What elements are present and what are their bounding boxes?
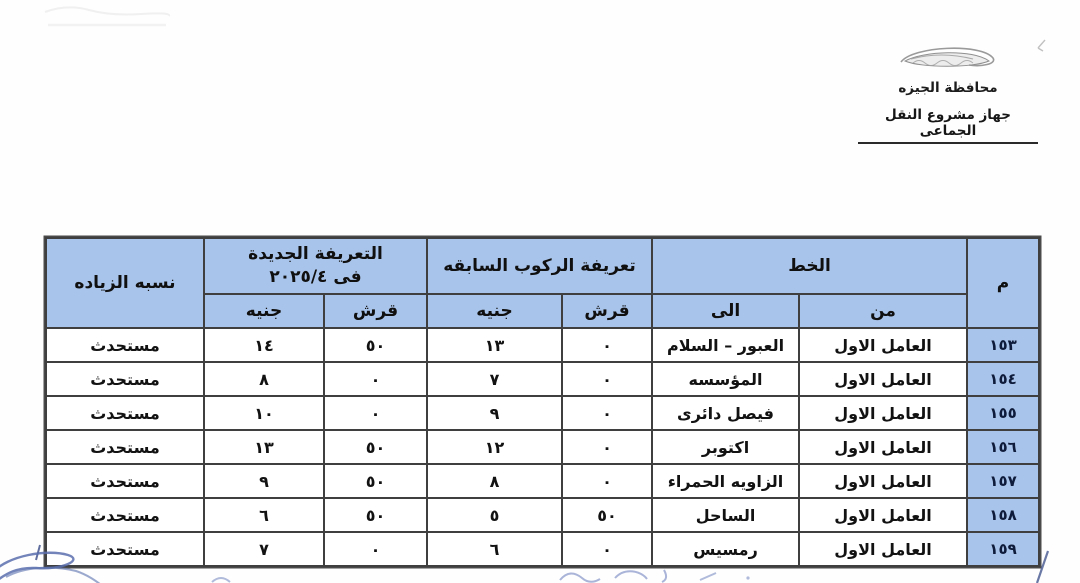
from-cell: العامل الاول — [798, 531, 969, 567]
new-pounds-cell: ٦ — [202, 497, 326, 533]
new-piasters-cell: ٠ — [323, 395, 429, 431]
prev-pounds-cell: ١٢ — [426, 429, 564, 465]
prev-pounds-cell: ١٣ — [426, 327, 564, 363]
letterhead: محافظة الجيزه جهاز مشروع النقل الجماعى — [858, 40, 1038, 144]
new-piasters-cell: ٠ — [323, 361, 429, 397]
new-fare-line1: التعريفة الجديدة — [248, 244, 383, 265]
to-cell: رمسيس — [651, 531, 801, 567]
col-header-prev-piasters: قرش — [561, 293, 654, 329]
table-row: ١٥٨ العامل الاول الساحل ٥٠ ٥ ٥٠ ٦ مستحدث — [45, 497, 1041, 533]
fare-table: م الخط تعريفة الركوب السابقه التعريفة ال… — [45, 237, 1041, 567]
from-cell: العامل الاول — [798, 463, 969, 499]
to-cell: الساحل — [651, 497, 801, 533]
governorate-title: محافظة الجيزه — [898, 80, 998, 96]
col-header-to: الى — [651, 293, 801, 329]
col-header-from: من — [798, 293, 969, 329]
from-cell: العامل الاول — [798, 327, 969, 363]
prev-piasters-cell: ٠ — [561, 463, 654, 499]
col-header-index: م — [966, 237, 1041, 329]
prev-piasters-cell: ٠ — [561, 327, 654, 363]
new-pounds-cell: ١٤ — [202, 327, 326, 363]
prev-pounds-cell: ٦ — [426, 531, 564, 567]
col-header-increase: نسبه الزياده — [45, 237, 205, 329]
row-number-cell: ١٥٤ — [966, 361, 1041, 397]
emblem-sketch-icon — [900, 47, 995, 67]
from-cell: العامل الاول — [798, 429, 969, 465]
new-piasters-cell: ٥٠ — [323, 463, 429, 499]
prev-pounds-cell: ٨ — [426, 463, 564, 499]
from-cell: العامل الاول — [798, 361, 969, 397]
row-number-cell: ١٥٧ — [966, 463, 1041, 499]
new-piasters-cell: ٠ — [323, 531, 429, 567]
to-cell: المؤسسه — [651, 361, 801, 397]
new-pounds-cell: ٧ — [202, 531, 326, 567]
to-cell: فيصل دائرى — [651, 395, 801, 431]
prev-piasters-cell: ٠ — [561, 361, 654, 397]
col-header-new-piasters: قرش — [323, 293, 429, 329]
new-pounds-cell: ٨ — [202, 361, 326, 397]
to-cell: العبور – السلام — [651, 327, 801, 363]
table-row: ١٥٤ العامل الاول المؤسسه ٠ ٧ ٠ ٨ مستحدث — [45, 361, 1041, 397]
row-number-cell: ١٥٣ — [966, 327, 1041, 363]
increase-cell: مستحدث — [45, 361, 205, 397]
increase-cell: مستحدث — [45, 395, 205, 431]
from-cell: العامل الاول — [798, 497, 969, 533]
new-pounds-cell: ٩ — [202, 463, 326, 499]
col-header-prev-fare-group: تعريفة الركوب السابقه — [426, 237, 654, 295]
col-header-prev-pounds: جنيه — [426, 293, 564, 329]
col-header-line-group: الخط — [651, 237, 969, 295]
increase-cell: مستحدث — [45, 463, 205, 499]
prev-piasters-cell: ٠ — [561, 429, 654, 465]
prev-piasters-cell: ٠ — [561, 395, 654, 431]
row-number-cell: ١٥٥ — [966, 395, 1041, 431]
prev-pounds-cell: ٧ — [426, 361, 564, 397]
table-row: ١٥٣ العامل الاول العبور – السلام ٠ ١٣ ٥٠… — [45, 327, 1041, 363]
prev-piasters-cell: ٥٠ — [561, 497, 654, 533]
new-pounds-cell: ١٣ — [202, 429, 326, 465]
increase-cell: مستحدث — [45, 429, 205, 465]
table-row: ١٥٩ العامل الاول رمسيس ٠ ٦ ٠ ٧ مستحدث — [45, 531, 1041, 567]
prev-pounds-cell: ٩ — [426, 395, 564, 431]
increase-cell: مستحدث — [45, 531, 205, 567]
row-number-cell: ١٥٩ — [966, 531, 1041, 567]
increase-cell: مستحدث — [45, 497, 205, 533]
table-row: ١٥٦ العامل الاول اكتوبر ٠ ١٢ ٥٠ ١٣ مستحد… — [45, 429, 1041, 465]
new-piasters-cell: ٥٠ — [323, 429, 429, 465]
col-header-new-fare-group: التعريفة الجديدة فى ٢٠٢٥/٤ — [202, 237, 429, 295]
table-row: ١٥٧ العامل الاول الزاويه الحمراء ٠ ٨ ٥٠ … — [45, 463, 1041, 499]
to-cell: اكتوبر — [651, 429, 801, 465]
to-cell: الزاويه الحمراء — [651, 463, 801, 499]
from-cell: العامل الاول — [798, 395, 969, 431]
new-fare-line2: فى ٢٠٢٥/٤ — [269, 267, 362, 287]
prev-pounds-cell: ٥ — [426, 497, 564, 533]
table-row: ١٥٥ العامل الاول فيصل دائرى ٠ ٩ ٠ ١٠ مست… — [45, 395, 1041, 431]
new-piasters-cell: ٥٠ — [323, 497, 429, 533]
row-number-cell: ١٥٦ — [966, 429, 1041, 465]
increase-cell: مستحدث — [45, 327, 205, 363]
prev-piasters-cell: ٠ — [561, 531, 654, 567]
authority-title: جهاز مشروع النقل الجماعى — [858, 107, 1038, 144]
new-pounds-cell: ١٠ — [202, 395, 326, 431]
col-header-new-pounds: جنيه — [202, 293, 326, 329]
new-piasters-cell: ٥٠ — [323, 327, 429, 363]
row-number-cell: ١٥٨ — [966, 497, 1041, 533]
